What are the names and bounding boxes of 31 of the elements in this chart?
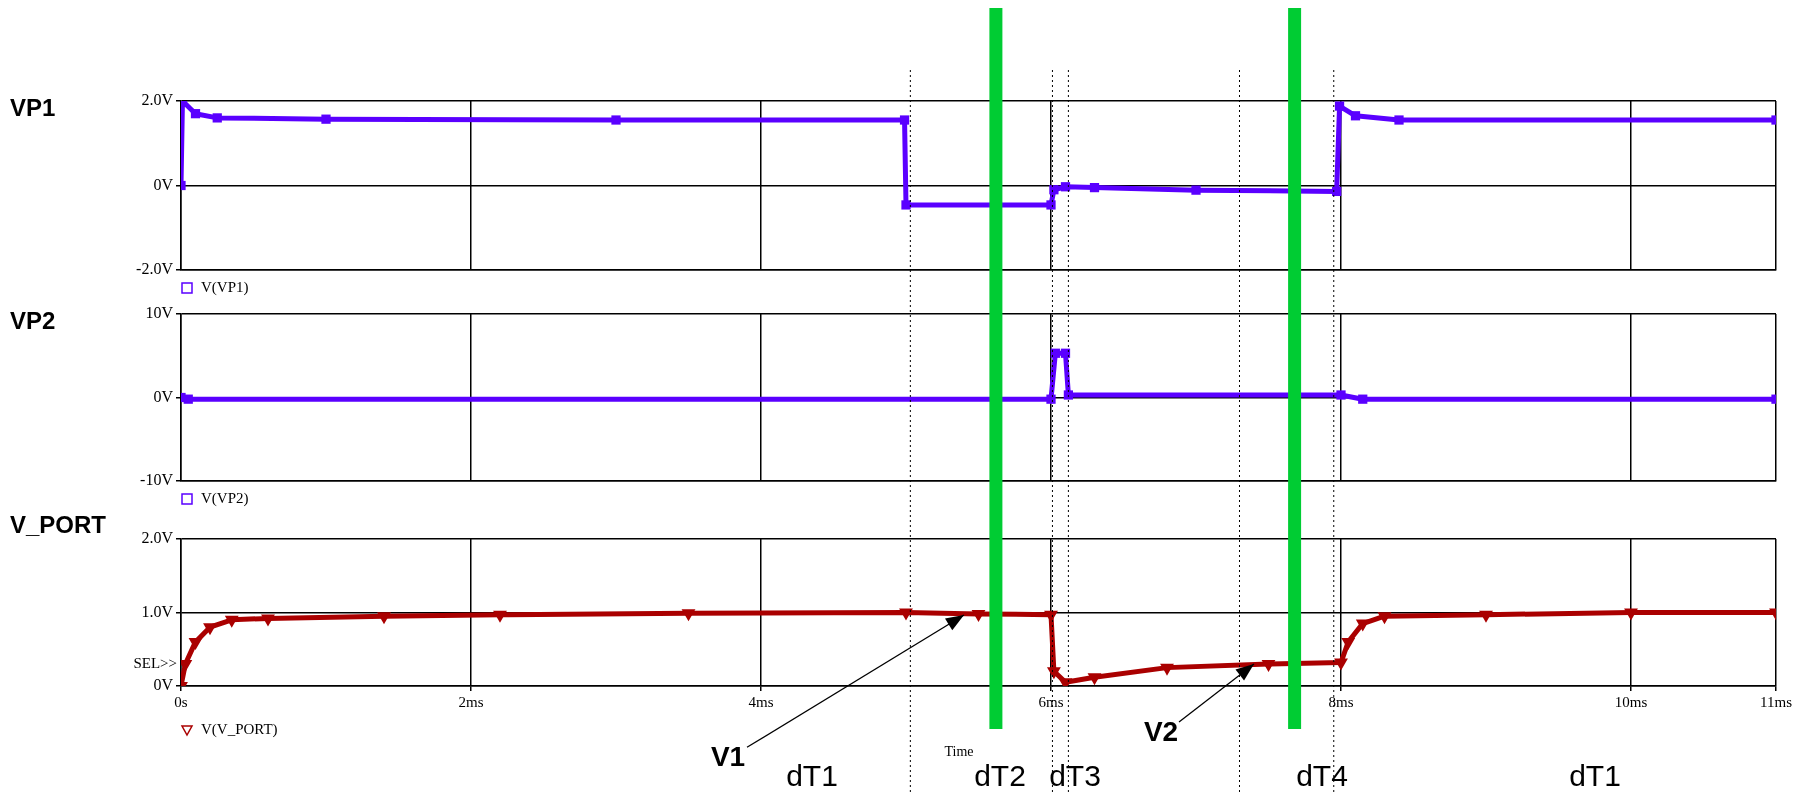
y-tick-label: 10V [145, 304, 174, 322]
y-tick-label: -2.0V [136, 260, 174, 278]
x-tick-label: 11ms [1760, 693, 1793, 710]
text: dT1 [786, 759, 838, 793]
text: dT2 [974, 759, 1026, 793]
x-tick-label: 2ms [458, 693, 484, 710]
x-tick-label: 10ms [1614, 693, 1648, 710]
annotation: V1 [710, 740, 746, 772]
text: dT3 [1049, 759, 1101, 793]
x-axis-title: Time [944, 743, 974, 759]
x-tick-label: 8ms [1328, 693, 1354, 710]
legend-label: V(V_PORT) [201, 720, 278, 738]
y-tick-label: 1.0V [141, 602, 174, 620]
x-tick-label: 6ms [1038, 693, 1064, 710]
text: dT1 [1569, 759, 1621, 793]
y-tick-label: -10V [140, 471, 174, 489]
y-tick-label: 2.0V [141, 529, 174, 547]
x-tick-label: 0s [174, 693, 188, 710]
y-tick-label: 2.0V [141, 91, 174, 109]
legend-label: V(VP2) [201, 489, 249, 507]
text: dT4 [1296, 759, 1348, 793]
annotation: V2 [1143, 715, 1179, 747]
y-tick-label: 0V [153, 175, 174, 193]
legend-label: V(VP1) [201, 278, 249, 296]
y-tick-label: 0V [153, 387, 174, 405]
chart-title: VP2 [10, 306, 56, 334]
chart-title: VP1 [10, 93, 56, 121]
chart-title: V_PORT [10, 510, 107, 538]
text: SEL>> [133, 654, 177, 671]
y-tick-label: 0V [153, 676, 174, 694]
x-tick-label: 4ms [748, 693, 774, 710]
